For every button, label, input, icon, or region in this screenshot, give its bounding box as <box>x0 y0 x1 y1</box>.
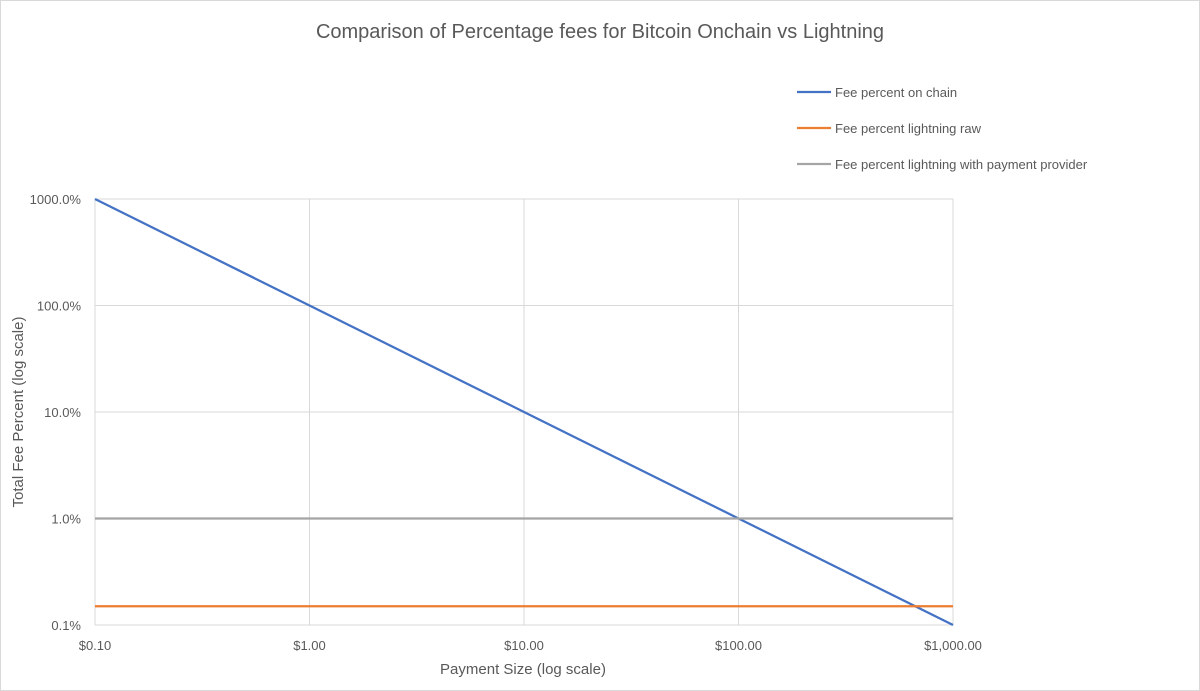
y-tick-label: 1000.0% <box>30 192 82 207</box>
y-tick-label: 100.0% <box>37 299 82 314</box>
y-axis-label: Total Fee Percent (log scale) <box>10 317 27 508</box>
plot-area-border <box>94 198 954 626</box>
y-tick-label: 1.0% <box>51 512 81 527</box>
legend-label-2: Fee percent lightning with payment provi… <box>835 157 1088 172</box>
y-axis-tick-labels: 0.1% 1.0% 10.0% 100.0% 1000.0% <box>30 192 82 633</box>
legend: Fee percent on chain Fee percent lightnin… <box>797 85 1088 172</box>
x-tick-label: $0.10 <box>79 638 112 653</box>
x-tick-label: $1,000.00 <box>924 638 982 653</box>
chart-title: Comparison of Percentage fees for Bitcoi… <box>316 21 884 43</box>
x-tick-label: $100.00 <box>715 638 762 653</box>
x-tick-label: $1.00 <box>293 638 326 653</box>
x-tick-label: $10.00 <box>504 638 544 653</box>
legend-label-1: Fee percent lightning raw <box>835 121 982 136</box>
y-tick-label: 0.1% <box>51 618 81 633</box>
y-tick-label: 10.0% <box>44 405 81 420</box>
x-axis-label: Payment Size (log scale) <box>440 661 606 678</box>
x-axis-tick-labels: $0.10 $1.00 $10.00 $100.00 $1,000.00 <box>79 638 982 653</box>
series-line-0 <box>94 197 954 627</box>
series-group <box>94 197 954 627</box>
legend-label-0: Fee percent on chain <box>835 85 957 100</box>
